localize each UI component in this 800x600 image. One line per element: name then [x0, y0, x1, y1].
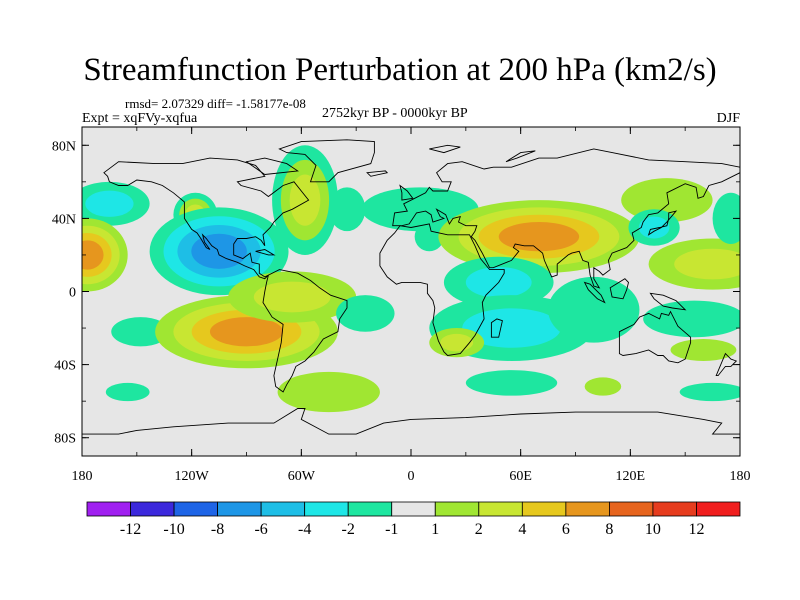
lon-tick-label: 0 — [408, 469, 415, 484]
colorbar-swatch — [652, 501, 697, 517]
map-background — [82, 127, 740, 456]
coastline-north-america — [103, 157, 310, 280]
contour-level--4 — [462, 308, 561, 348]
colorbar-label: -4 — [298, 521, 311, 538]
coastline-madagascar — [490, 318, 503, 338]
lon-tick-label: 120E — [616, 469, 646, 484]
colorbar-swatch — [565, 501, 610, 517]
contour-level-2 — [670, 339, 737, 361]
contour-level--2 — [111, 317, 170, 347]
contour-level--2 — [548, 276, 640, 343]
contour-level--2 — [712, 192, 740, 244]
colorbar-label: 1 — [431, 521, 439, 538]
colorbar-swatch — [260, 501, 306, 517]
contour-level--2 — [643, 300, 740, 338]
colorbar-label: -2 — [342, 521, 355, 538]
coastline-eurasia — [392, 148, 740, 289]
contour-level-4 — [674, 248, 740, 280]
colorbar-swatch — [347, 501, 393, 517]
contour-level--2 — [328, 187, 366, 232]
coastline-baffin — [245, 157, 299, 175]
lon-tick-label: 60E — [509, 469, 532, 484]
coastline-new-guinea — [649, 292, 687, 311]
lon-tick-label: 60W — [288, 469, 316, 484]
lat-tick-label: 80N — [52, 139, 76, 154]
colorbar-label: 2 — [475, 521, 483, 538]
coastline-south-america — [262, 269, 348, 393]
stats-text: rmsd= 2.07329 diff= -1.58177e-08 — [125, 96, 306, 111]
lat-tick-label: 40S — [54, 359, 76, 374]
lat-tick-label: 80S — [54, 432, 76, 447]
contour-level--2 — [465, 370, 558, 396]
coastline-greenland — [278, 139, 375, 183]
colorbar-label: -8 — [211, 521, 224, 538]
coastline-iceland — [366, 170, 389, 177]
contour-level-4 — [440, 333, 474, 352]
colorbar-swatch — [434, 501, 480, 517]
coastlines — [82, 139, 740, 435]
colorbar-swatch — [86, 501, 131, 517]
colorbar-label: 12 — [688, 521, 704, 538]
colorbar-swatch — [304, 501, 349, 517]
coastline-sumatra — [583, 281, 606, 304]
axis-ticks: 80N 40N 0 40S 80S 180 120W 60W 0 60E 120E 180 — [52, 127, 751, 484]
colorbar-label: -6 — [254, 521, 267, 538]
colorbar-label: 8 — [605, 521, 613, 538]
contour-level-8 — [82, 240, 104, 270]
lat-tick-label: 0 — [69, 286, 76, 301]
colorbar-swatch — [478, 501, 523, 517]
contour-level--2 — [336, 295, 395, 332]
contour-level-4 — [289, 174, 321, 226]
lon-tick-label: 120W — [175, 469, 210, 484]
lon-tick-label: 180 — [730, 469, 751, 484]
colorbar-label: -10 — [163, 521, 184, 538]
coastline-antarctica — [82, 408, 740, 435]
colorbar-swatch — [173, 501, 218, 517]
colorbar-swatch — [391, 501, 436, 517]
coastline-japan — [647, 210, 678, 236]
colorbar-swatch — [130, 501, 175, 517]
coastline-borneo — [609, 278, 629, 300]
contour-level--2 — [105, 382, 150, 402]
colorbar-swatch — [217, 501, 262, 517]
colorbar-label: 6 — [562, 521, 570, 538]
contour-level-8 — [498, 222, 580, 252]
contour-level--2 — [679, 382, 740, 402]
contour-level-2 — [584, 377, 622, 396]
streamfunction-contours — [82, 145, 740, 413]
season-label: DJF — [716, 111, 740, 126]
contour-level-4 — [253, 281, 331, 313]
colorbar-swatch — [521, 501, 567, 517]
experiment-label: Expt = xqFVy-xqfua — [82, 111, 198, 126]
colorbar-label: -1 — [385, 521, 398, 538]
coastline-new-zealand — [715, 352, 738, 377]
contour-level--8 — [191, 233, 247, 269]
period-label: 2752kyr BP - 0000kyr BP — [322, 106, 468, 121]
lon-tick-label: 180 — [72, 469, 93, 484]
coastline-novaya-zemlya — [505, 150, 536, 163]
colorbar-swatch — [696, 501, 741, 517]
colorbar-swatch — [609, 501, 654, 517]
contour-level-8 — [209, 317, 284, 347]
contour-level--4 — [638, 216, 670, 239]
colorbar-label: 10 — [645, 521, 661, 538]
lat-tick-label: 40N — [52, 212, 76, 227]
colorbar-label: -12 — [120, 521, 141, 538]
plot-title: Streamfunction Perturbation at 200 hPa (… — [83, 52, 717, 88]
coastline-australia — [618, 310, 692, 364]
contour-level--2 — [414, 222, 444, 252]
contour-level--4 — [85, 190, 134, 217]
coastline-cuba — [255, 249, 276, 256]
colorbar-label: 4 — [518, 521, 526, 538]
coastline-great-britain — [399, 184, 414, 201]
coastline-africa — [379, 223, 505, 356]
contour-level-2 — [277, 371, 380, 413]
coastline-svalbard — [429, 144, 461, 154]
colorbar: -12 -10 -8 -6 -4 -2 -1 1 2 4 6 8 10 12 — [86, 501, 741, 538]
